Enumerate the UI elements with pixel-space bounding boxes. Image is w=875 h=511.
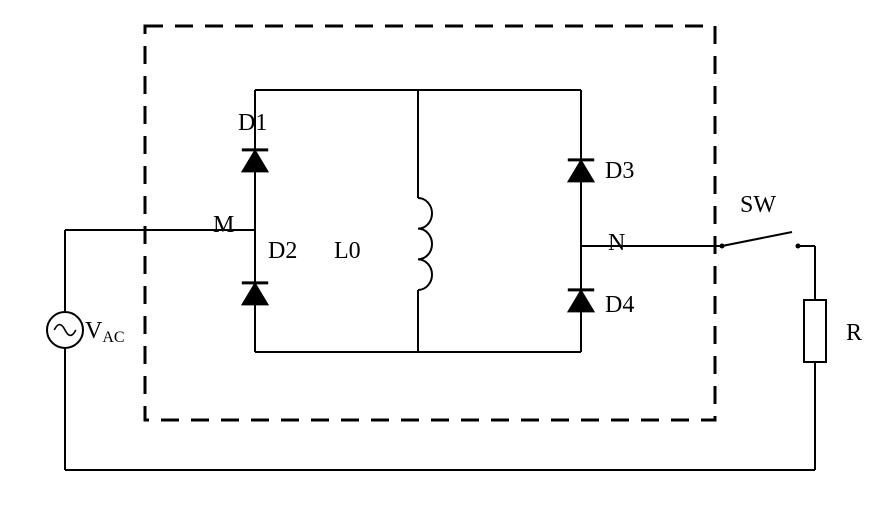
label-vac: VAC xyxy=(85,318,125,346)
label-d1: D1 xyxy=(238,110,267,136)
label-d2: D2 xyxy=(268,238,297,264)
ac-sine-icon xyxy=(54,325,76,336)
label-r: R xyxy=(846,320,862,346)
diode-d3 xyxy=(568,160,594,182)
label-l0: L0 xyxy=(334,238,361,264)
diode-d1 xyxy=(242,150,268,172)
switch-terminal-right xyxy=(796,244,801,249)
circuit-diagram: D1 D2 D3 D4 L0 M N VAC SW R xyxy=(0,0,875,511)
switch-lever xyxy=(722,232,792,246)
label-d4: D4 xyxy=(605,292,634,318)
diode-d2 xyxy=(242,283,268,305)
inductor-l0 xyxy=(418,198,432,290)
label-sw: SW xyxy=(740,192,776,218)
label-node-n: N xyxy=(608,230,625,256)
label-node-m: M xyxy=(213,212,234,238)
label-d3: D3 xyxy=(605,158,634,184)
diode-d4 xyxy=(568,290,594,312)
resistor-r xyxy=(804,300,826,362)
